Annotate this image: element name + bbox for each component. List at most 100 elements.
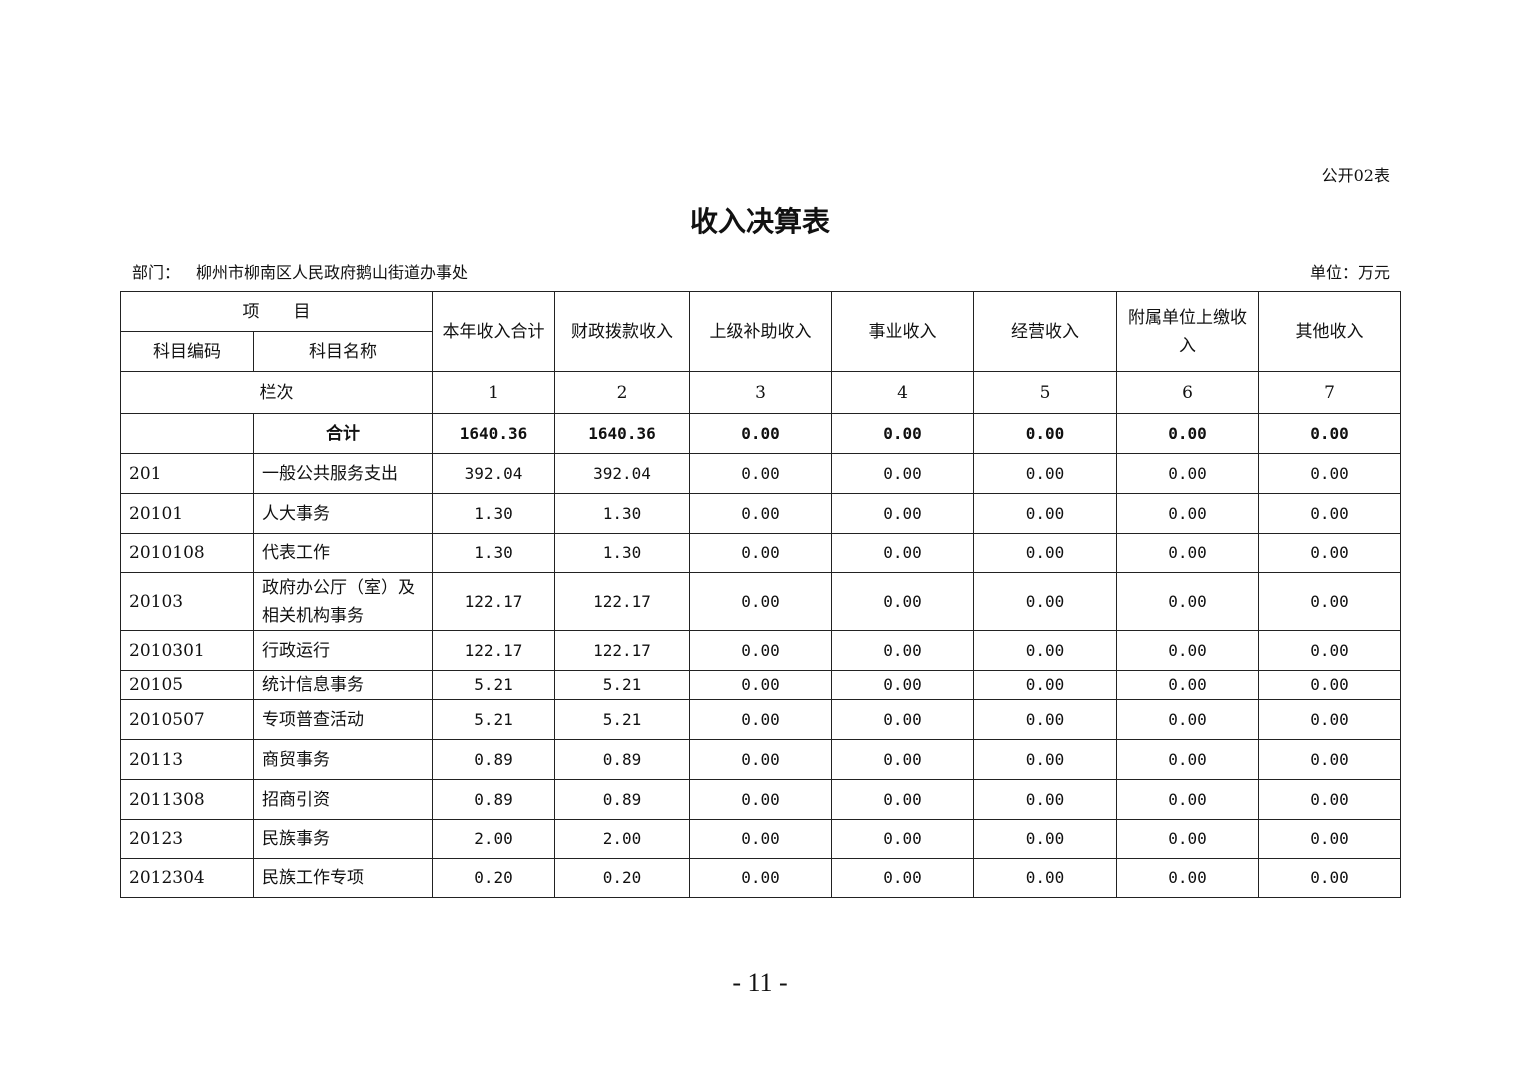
cell-value: 0.00 [831, 779, 974, 820]
cell-value: 0.89 [432, 739, 555, 780]
header-col: 本年收入合计 [432, 291, 555, 372]
cell-value: 0.00 [973, 670, 1117, 700]
subject-code: 20113 [120, 739, 254, 780]
total-code [120, 413, 254, 454]
cell-value: 2.00 [554, 819, 690, 859]
cell-value: 0.00 [831, 739, 974, 780]
column-number: 4 [831, 371, 974, 414]
subject-name: 商贸事务 [253, 739, 433, 780]
header-col: 上级补助收入 [689, 291, 832, 372]
subject-name: 一般公共服务支出 [253, 453, 433, 494]
subject-code: 20123 [120, 819, 254, 859]
header-col: 财政拨款收入 [554, 291, 690, 372]
cell-value: 0.00 [1116, 533, 1259, 573]
row-label: 栏次 [120, 371, 433, 414]
total-value: 0.00 [973, 413, 1117, 454]
total-value: 1640.36 [554, 413, 690, 454]
cell-value: 0.00 [1258, 858, 1401, 898]
cell-value: 0.00 [689, 779, 832, 820]
cell-value: 0.00 [973, 819, 1117, 859]
header-name: 科目名称 [253, 331, 433, 372]
cell-value: 0.00 [1258, 630, 1401, 671]
table-row: 2010507 专项普查活动 5.21 5.21 0.00 0.00 0.00 0.00 0.0… [120, 699, 1401, 740]
cell-value: 0.00 [831, 572, 974, 631]
header-col: 经营收入 [973, 291, 1117, 372]
cell-value: 0.00 [1116, 739, 1259, 780]
cell-value: 1.30 [554, 533, 690, 573]
form-number: 公开02表 [1321, 166, 1390, 185]
total-value: 0.00 [1258, 413, 1401, 454]
subject-name: 统计信息事务 [253, 670, 433, 700]
cell-value: 0.00 [689, 739, 832, 780]
cell-value: 0.00 [1116, 630, 1259, 671]
cell-value: 0.00 [689, 670, 832, 700]
cell-value: 0.89 [554, 739, 690, 780]
cell-value: 0.00 [831, 819, 974, 859]
table-row: 2012304 民族工作专项 0.20 0.20 0.00 0.00 0.00 0.00 0.0… [120, 858, 1401, 898]
cell-value: 1.30 [554, 493, 690, 534]
table-row: 2010301 行政运行 122.17 122.17 0.00 0.00 0.00 0.00 0… [120, 630, 1401, 671]
table-row: 20123 民族事务 2.00 2.00 0.00 0.00 0.00 0.00 0.00 [120, 819, 1401, 859]
cell-value: 0.00 [1258, 493, 1401, 534]
cell-value: 0.00 [1116, 699, 1259, 740]
column-number: 5 [973, 371, 1117, 414]
cell-value: 0.00 [1258, 670, 1401, 700]
cell-value: 0.00 [831, 533, 974, 573]
subject-code: 2010301 [120, 630, 254, 671]
column-number: 7 [1258, 371, 1401, 414]
subject-code: 2010507 [120, 699, 254, 740]
total-value: 0.00 [1116, 413, 1259, 454]
column-number: 1 [432, 371, 555, 414]
table-row: 2010108 代表工作 1.30 1.30 0.00 0.00 0.00 0.00 0.00 [120, 533, 1401, 573]
subject-code: 2010108 [120, 533, 254, 573]
table-row: 201 一般公共服务支出 392.04 392.04 0.00 0.00 0.00 0.00 0… [120, 453, 1401, 494]
cell-value: 0.00 [973, 699, 1117, 740]
cell-value: 0.00 [973, 739, 1117, 780]
cell-value: 0.20 [432, 858, 555, 898]
cell-value: 0.00 [831, 858, 974, 898]
cell-value: 0.00 [831, 699, 974, 740]
cell-value: 0.00 [1258, 699, 1401, 740]
table-row: 2011308 招商引资 0.89 0.89 0.00 0.00 0.00 0.00 0.00 [120, 779, 1401, 820]
cell-value: 5.21 [432, 699, 555, 740]
cell-value: 0.00 [689, 858, 832, 898]
cell-value: 0.00 [689, 453, 832, 494]
cell-value: 0.00 [1116, 819, 1259, 859]
subject-name: 民族工作专项 [253, 858, 433, 898]
cell-value: 122.17 [432, 630, 555, 671]
cell-value: 0.00 [831, 670, 974, 700]
income-table: 项 目 本年收入合计 财政拨款收入 上级补助收入 事业收入 经营收入 附属单位上… [120, 291, 1401, 898]
page-number: - 11 - [732, 968, 788, 997]
subject-code: 2012304 [120, 858, 254, 898]
subject-code: 20101 [120, 493, 254, 534]
cell-value: 1.30 [432, 493, 555, 534]
cell-value: 0.00 [1116, 493, 1259, 534]
cell-value: 0.00 [1116, 670, 1259, 700]
cell-value: 0.00 [1116, 453, 1259, 494]
cell-value: 0.00 [973, 533, 1117, 573]
cell-value: 0.00 [831, 453, 974, 494]
header-col: 其他收入 [1258, 291, 1401, 372]
subject-code: 20105 [120, 670, 254, 700]
cell-value: 0.00 [1258, 572, 1401, 631]
column-number: 6 [1116, 371, 1259, 414]
subject-name: 政府办公厅（室）及相关机构事务 [253, 572, 433, 631]
cell-value: 0.00 [689, 699, 832, 740]
cell-value: 0.00 [1258, 739, 1401, 780]
subject-code: 2011308 [120, 779, 254, 820]
total-value: 1640.36 [432, 413, 555, 454]
cell-value: 0.00 [831, 493, 974, 534]
cell-value: 0.00 [689, 493, 832, 534]
cell-value: 0.00 [689, 572, 832, 631]
cell-value: 0.00 [1258, 779, 1401, 820]
cell-value: 0.89 [432, 779, 555, 820]
cell-value: 5.21 [432, 670, 555, 700]
cell-value: 0.00 [973, 572, 1117, 631]
cell-value: 0.00 [1116, 858, 1259, 898]
column-number: 2 [554, 371, 690, 414]
subject-name: 招商引资 [253, 779, 433, 820]
cell-value: 122.17 [554, 630, 690, 671]
cell-value: 392.04 [432, 453, 555, 494]
subject-name: 代表工作 [253, 533, 433, 573]
subject-code: 201 [120, 453, 254, 494]
